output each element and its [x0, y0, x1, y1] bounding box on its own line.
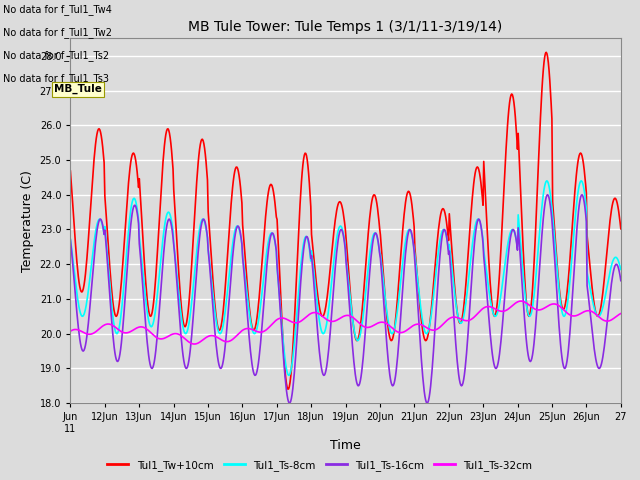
Y-axis label: Temperature (C): Temperature (C)	[21, 170, 34, 272]
Tul1_Tw+10cm	[280, 358, 288, 363]
Line: Tul1_Tw+10cm: Tul1_Tw+10cm	[70, 52, 621, 389]
Text: No data for f_Tul1_Ts3: No data for f_Tul1_Ts3	[3, 73, 109, 84]
Tul1_Tw+10cm	[284, 386, 292, 392]
Tul1_Ts-32cm	[403, 327, 411, 333]
Text: MB_Tule: MB_Tule	[54, 84, 102, 95]
X-axis label: Time: Time	[330, 439, 361, 452]
Tul1_Ts-32cm	[617, 311, 625, 316]
Line: Tul1_Ts-32cm: Tul1_Ts-32cm	[70, 301, 621, 344]
Title: MB Tule Tower: Tule Temps 1 (3/1/11-3/19/14): MB Tule Tower: Tule Temps 1 (3/1/11-3/19…	[188, 21, 503, 35]
Tul1_Ts-32cm	[67, 328, 74, 334]
Text: No data for f_Tul1_Tw4: No data for f_Tul1_Tw4	[3, 4, 112, 15]
Tul1_Ts-16cm	[434, 281, 442, 287]
Tul1_Ts-32cm	[131, 326, 139, 332]
Tul1_Tw+10cm	[542, 49, 550, 55]
Tul1_Ts-8cm	[543, 178, 551, 184]
Tul1_Tw+10cm	[617, 226, 625, 232]
Tul1_Ts-8cm	[131, 196, 139, 202]
Tul1_Ts-32cm	[281, 316, 289, 322]
Tul1_Tw+10cm	[67, 168, 74, 174]
Tul1_Ts-8cm	[232, 224, 240, 230]
Legend: Tul1_Tw+10cm, Tul1_Ts-8cm, Tul1_Ts-16cm, Tul1_Ts-32cm: Tul1_Tw+10cm, Tul1_Ts-8cm, Tul1_Ts-16cm,…	[103, 456, 537, 475]
Tul1_Ts-16cm	[131, 203, 139, 208]
Tul1_Ts-32cm	[233, 333, 241, 338]
Tul1_Ts-16cm	[67, 237, 74, 243]
Line: Tul1_Ts-8cm: Tul1_Ts-8cm	[70, 181, 621, 375]
Tul1_Ts-32cm	[191, 341, 198, 347]
Tul1_Ts-16cm	[232, 227, 240, 232]
Text: No data for f_Tul1_Ts2: No data for f_Tul1_Ts2	[3, 50, 109, 61]
Tul1_Ts-8cm	[260, 277, 268, 283]
Tul1_Ts-16cm	[423, 400, 431, 406]
Tul1_Ts-16cm	[280, 364, 288, 370]
Tul1_Tw+10cm	[434, 233, 442, 239]
Tul1_Tw+10cm	[232, 164, 240, 170]
Tul1_Ts-32cm	[260, 328, 268, 334]
Tul1_Tw+10cm	[403, 192, 411, 197]
Tul1_Ts-16cm	[617, 278, 625, 284]
Tul1_Ts-16cm	[403, 244, 410, 250]
Tul1_Ts-32cm	[517, 298, 525, 304]
Tul1_Ts-8cm	[617, 266, 625, 272]
Tul1_Ts-32cm	[434, 326, 442, 332]
Tul1_Tw+10cm	[131, 154, 139, 159]
Tul1_Ts-8cm	[280, 349, 288, 355]
Tul1_Ts-8cm	[403, 231, 411, 237]
Tul1_Ts-16cm	[544, 192, 552, 198]
Text: No data for f_Tul1_Tw2: No data for f_Tul1_Tw2	[3, 27, 112, 38]
Line: Tul1_Ts-16cm: Tul1_Ts-16cm	[70, 195, 621, 403]
Tul1_Ts-8cm	[434, 253, 442, 259]
Tul1_Ts-8cm	[67, 236, 74, 242]
Tul1_Ts-8cm	[285, 372, 292, 378]
Tul1_Tw+10cm	[260, 240, 268, 246]
Tul1_Ts-16cm	[260, 305, 268, 311]
